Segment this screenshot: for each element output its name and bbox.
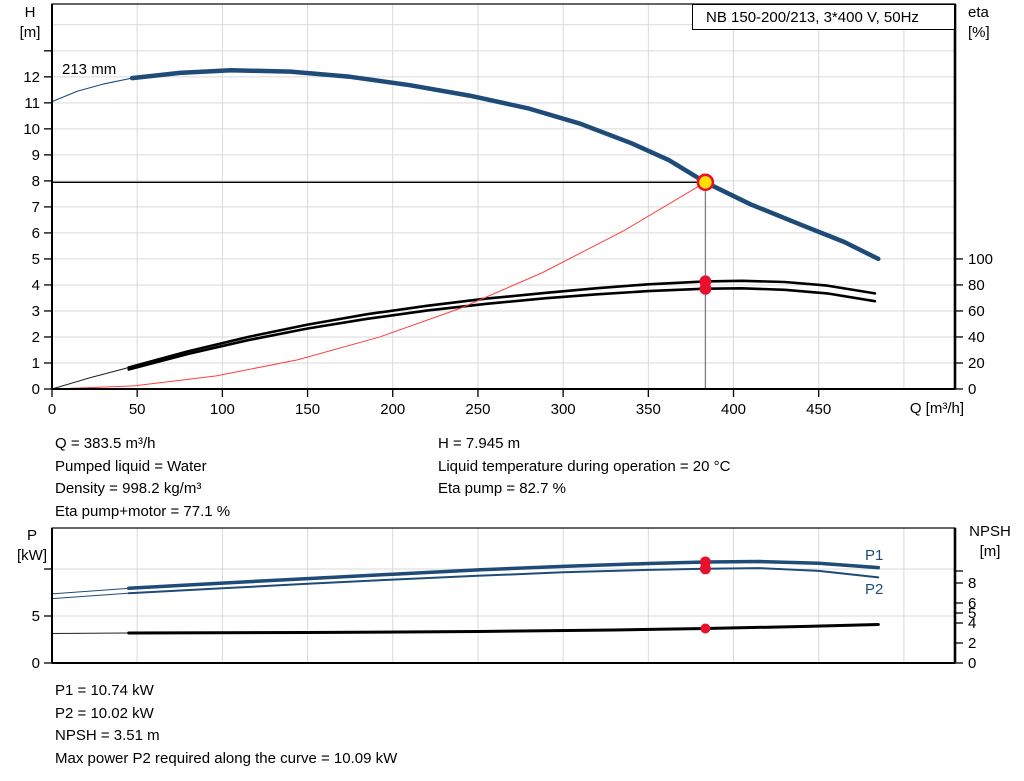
eta-lead-in	[51, 367, 130, 390]
x-tick-label: 0	[48, 401, 56, 418]
eta-pump-motor-point	[699, 282, 712, 295]
p-axis-title-unit: [kW]	[17, 547, 47, 564]
y-tick-label: 5	[32, 251, 40, 268]
y-tick-label: 0	[32, 655, 40, 672]
y2-tick-label: 0	[968, 381, 976, 398]
h-axis-title-unit: [m]	[19, 24, 41, 41]
x-tick-label: 150	[295, 401, 320, 418]
npsh-axis-title: NPSH [m]	[958, 522, 1022, 562]
info-eta-pump-motor: Eta pump+motor = 77.1 %	[55, 502, 231, 520]
npsh-point	[700, 623, 711, 634]
x-tick-label: 50	[129, 401, 146, 418]
x-tick-label: 450	[806, 401, 831, 418]
y2-tick-label: 6	[968, 595, 976, 612]
head-flow-chart: 0 50 100 150 200 250 300 350 400 4500123456789101…	[23, 3, 993, 418]
info-pumped-liquid: Pumped liquid = Water	[55, 457, 207, 475]
y2-tick-label: 40	[968, 329, 985, 346]
plot-frame	[51, 3, 956, 390]
h-curve-213mm	[129, 68, 881, 262]
p1-curve	[126, 559, 881, 591]
duty-point	[696, 173, 715, 192]
y-tick-label: 6	[32, 225, 40, 242]
y-tick-label: 12	[23, 69, 40, 86]
p2-curve	[127, 567, 880, 595]
y2-tick-label: 8	[968, 575, 976, 592]
y-tick-label: 4	[32, 277, 40, 294]
p2-lead-in	[51, 592, 130, 600]
y2-tick-label: 4	[968, 615, 976, 632]
y2-tick-label: 0	[968, 655, 976, 672]
y2-tick-label: 100	[968, 251, 993, 268]
h-curve-lead-in	[51, 77, 133, 103]
y-tick-label: 1	[32, 355, 40, 372]
y-tick-label: 2	[32, 329, 40, 346]
p2-point	[699, 563, 711, 575]
plot-frame	[51, 527, 956, 664]
info-p1: P1 = 10.74 kW	[55, 682, 154, 699]
x-tick-label: 200	[380, 401, 405, 418]
eta-axis-title: eta [%]	[968, 3, 990, 43]
x-tick-label: 300	[551, 401, 576, 418]
duty-info-left: Q = 383.5 m³/h Pumped liquid = Water Den…	[55, 433, 230, 523]
h-axis-title-symbol: H	[24, 4, 36, 21]
affinity-parabola	[51, 181, 706, 390]
power-info: P1 = 10.74 kW P2 = 10.02 kW NPSH = 3.51 …	[55, 680, 397, 770]
y2-tick-label: 80	[968, 277, 985, 294]
y-tick-label: 3	[32, 303, 40, 320]
y-tick-label: 9	[32, 147, 40, 164]
x-tick-label: 100	[210, 401, 235, 418]
npsh-axis-title-symbol: NPSH	[969, 523, 1011, 540]
info-p2: P2 = 10.02 kW	[55, 704, 154, 722]
eta-axis-title-symbol: eta	[968, 4, 989, 21]
x-tick-label: 350	[636, 401, 661, 418]
p-axis-title: P [kW]	[8, 526, 56, 566]
h-axis-title: H [m]	[12, 3, 48, 43]
npsh-curve	[127, 623, 880, 635]
y2-tick-label: 20	[968, 355, 985, 372]
y-tick-label: 5	[32, 608, 40, 625]
info-q: Q = 383.5 m³/h	[55, 435, 156, 452]
pump-title-box: NB 150-200/213, 3*400 V, 50Hz	[692, 4, 955, 30]
x-tick-label: 400	[721, 401, 746, 418]
duty-info-right: H = 7.945 m Liquid temperature during op…	[438, 433, 730, 501]
y-tick-label: 0	[32, 381, 40, 398]
p2-curve-label: P2	[865, 581, 884, 598]
eta-pump-motor-curve	[127, 286, 877, 371]
info-npsh: NPSH = 3.51 m	[55, 727, 160, 745]
npsh-lead-in	[51, 632, 130, 634]
p1-lead-in	[51, 587, 130, 595]
p-axis-title-symbol: P	[26, 527, 37, 544]
info-eta-pump: Eta pump = 82.7 %	[438, 480, 566, 498]
info-density: Density = 998.2 kg/m³	[55, 480, 202, 498]
npsh-axis-title-unit: [m]	[979, 543, 1001, 560]
info-max-power: Max power P2 required along the curve = …	[55, 749, 398, 767]
y2-tick-label: 5	[968, 605, 976, 622]
info-liquid-temperature: Liquid temperature during operation = 20…	[438, 457, 731, 475]
y-tick-label: 8	[32, 173, 40, 190]
y2-tick-label: 60	[968, 303, 985, 320]
p1-curve-label: P1	[865, 547, 884, 564]
x-tick-label: 250	[465, 401, 490, 418]
y-tick-label: 10	[23, 121, 40, 138]
impeller-diameter-label: 213 mm	[62, 61, 117, 78]
y-tick-label: 7	[32, 199, 40, 216]
q-axis-title: Q [m³/h]	[909, 400, 964, 417]
eta-axis-title-unit: [%]	[968, 24, 990, 41]
y2-tick-label: 2	[968, 635, 976, 652]
info-h: H = 7.945 m	[438, 435, 521, 452]
y-tick-label: 11	[24, 95, 40, 112]
eta-pump-curve	[127, 279, 877, 369]
